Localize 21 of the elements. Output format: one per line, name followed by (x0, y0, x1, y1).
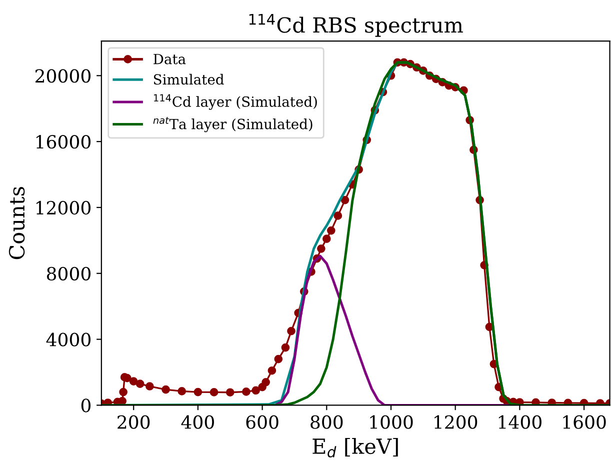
legend-label: Data (154, 54, 186, 64)
y-tick-label: 20000 (35, 69, 91, 83)
x-tick-label: 1000 (370, 415, 413, 429)
x-tick-label: 400 (181, 415, 214, 429)
y-tick-label: 0 (81, 398, 91, 412)
y-axis-title: Counts (8, 187, 25, 260)
x-tick-label: 1200 (434, 415, 478, 429)
x-tick-label: 1600 (563, 415, 606, 429)
y-tick-label: 12000 (36, 200, 91, 215)
x-tick-label: 600 (246, 415, 278, 429)
x-tick-label: 1400 (498, 415, 542, 429)
x-axis-title: E$_{d}$ [keV] (312, 438, 398, 458)
y-tick-label: 16000 (36, 135, 91, 149)
y-tick-label: 8000 (46, 266, 91, 280)
legend-label: $^{114}$Cd layer (Simulated) (154, 94, 317, 110)
y-tick-label: 4000 (46, 332, 91, 346)
x-tick-label: 200 (118, 415, 150, 429)
chart-title: $^{114}$Cd RBS spectrum (249, 14, 463, 37)
x-tick-label: 800 (310, 415, 343, 429)
legend-label: Simulated (154, 74, 224, 85)
legend-label: $^{nat}$Ta layer (Simulated) (153, 116, 312, 132)
